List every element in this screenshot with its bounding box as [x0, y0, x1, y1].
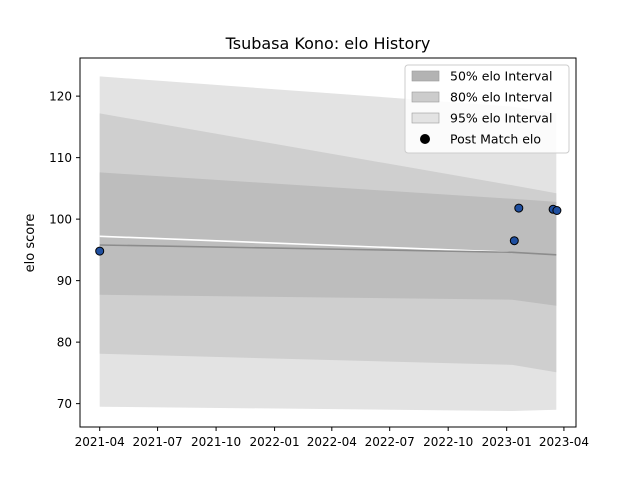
- y-tick-label: 120: [49, 90, 72, 104]
- legend-swatch: [411, 70, 440, 82]
- x-tick-label: 2021-04: [75, 435, 125, 449]
- mean-elo-line: [99, 244, 557, 256]
- x-tick-label: 2022-01: [250, 435, 300, 449]
- y-tick-label: 80: [57, 336, 72, 350]
- legend-box: [404, 64, 570, 154]
- chart-title: Tsubasa Kono: elo History: [225, 34, 431, 53]
- interval-bands: [99, 76, 557, 412]
- elo-lines: [99, 235, 557, 256]
- post-match-point: [514, 203, 524, 213]
- reference-line: [99, 235, 513, 254]
- legend-marker: [420, 134, 430, 144]
- y-tick-label: 90: [57, 274, 72, 288]
- x-tick-label: 2021-10: [191, 435, 241, 449]
- post-match-point: [509, 236, 519, 246]
- post-match-points: [95, 203, 562, 256]
- legend: 50% elo Interval 80% elo Interval 95% elo …: [404, 64, 570, 154]
- y-tick-label: 70: [57, 397, 72, 411]
- x-tick-label: 2023-01: [482, 435, 532, 449]
- x-tick-label: 2023-04: [539, 435, 589, 449]
- post-match-point: [95, 246, 105, 256]
- y-axis-label: elo score: [23, 214, 38, 273]
- y-tick-label: 110: [49, 151, 72, 165]
- y-tick-label: 100: [49, 213, 72, 227]
- y-axis: 70 80 90 100 110 120: [49, 90, 80, 411]
- legend-label: Post Match elo: [450, 132, 541, 147]
- x-tick-label: 2022-04: [307, 435, 357, 449]
- plot-frame: [79, 57, 577, 428]
- legend-label: 50% elo Interval: [450, 69, 552, 84]
- x-axis: 2021-04 2021-07 2021-10 2022-01 2022-04 2022-…: [75, 427, 589, 449]
- interval-band-3: [99, 172, 557, 306]
- legend-swatch: [411, 112, 440, 124]
- legend-label: 95% elo Interval: [450, 111, 552, 126]
- post-match-point: [552, 206, 562, 215]
- legend-label: 80% elo Interval: [450, 90, 552, 105]
- x-tick-label: 2022-07: [365, 435, 415, 449]
- x-tick-label: 2021-07: [133, 435, 183, 449]
- x-tick-label: 2022-10: [423, 435, 473, 449]
- legend-swatch: [411, 91, 440, 103]
